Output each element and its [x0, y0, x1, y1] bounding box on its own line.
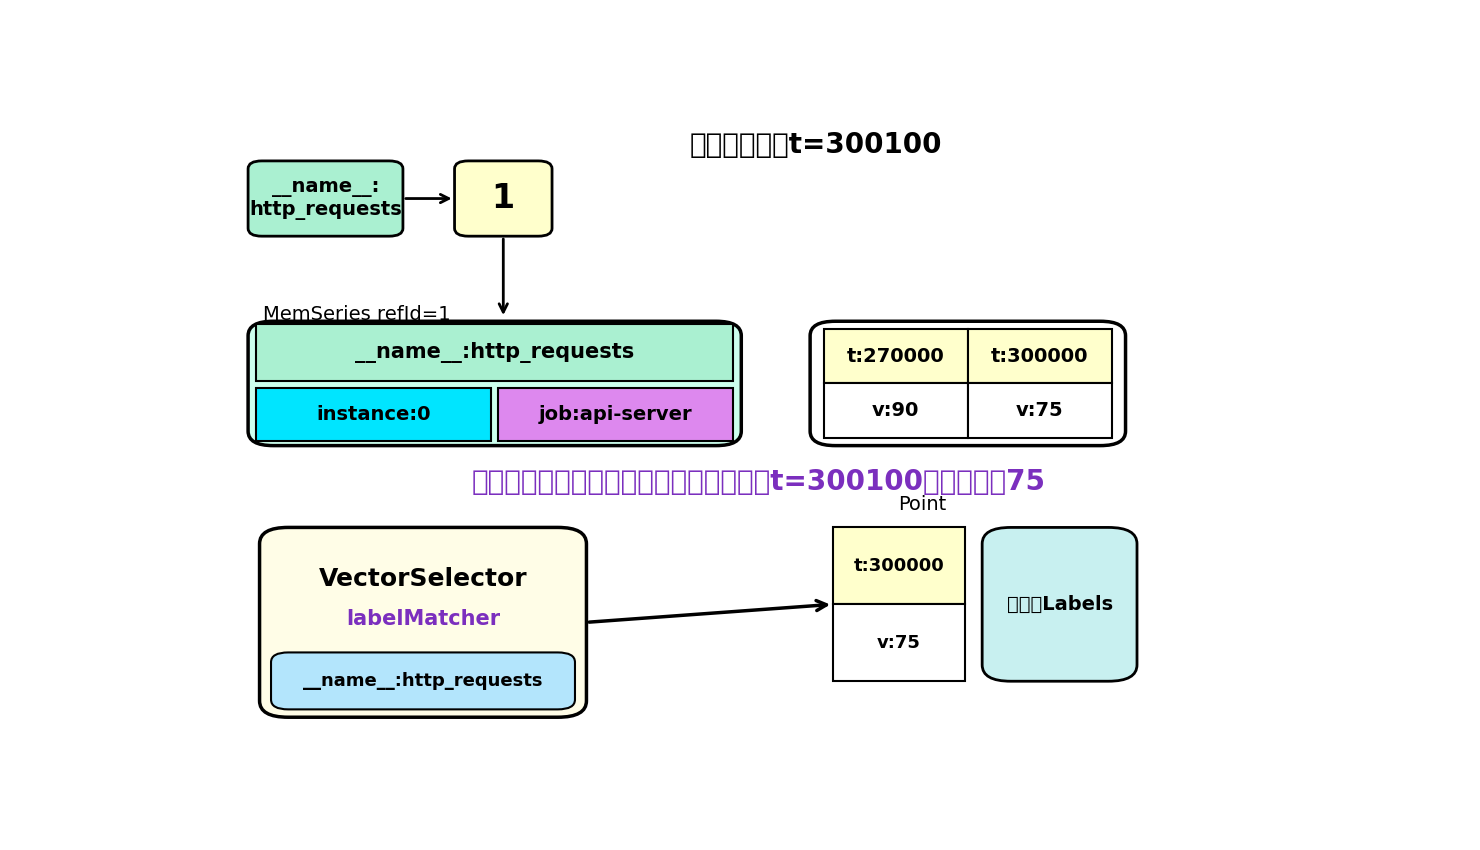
FancyBboxPatch shape: [499, 388, 733, 441]
FancyBboxPatch shape: [271, 653, 574, 710]
Text: Point: Point: [898, 495, 946, 514]
FancyBboxPatch shape: [256, 324, 733, 381]
FancyBboxPatch shape: [249, 161, 403, 236]
Text: 对应的Labels: 对应的Labels: [1006, 595, 1113, 614]
FancyBboxPatch shape: [249, 321, 741, 445]
Text: MemSeries refId=1: MemSeries refId=1: [263, 305, 450, 324]
Text: __name__:http_requests: __name__:http_requests: [303, 672, 543, 690]
FancyBboxPatch shape: [824, 329, 968, 383]
Text: t:300000: t:300000: [854, 557, 944, 575]
FancyBboxPatch shape: [259, 527, 586, 717]
Text: v:75: v:75: [1015, 401, 1064, 420]
Text: __name__:
http_requests: __name__: http_requests: [249, 178, 403, 219]
FancyBboxPatch shape: [983, 527, 1137, 681]
FancyBboxPatch shape: [833, 604, 965, 681]
FancyBboxPatch shape: [833, 527, 965, 604]
FancyBboxPatch shape: [256, 388, 491, 441]
FancyBboxPatch shape: [810, 321, 1126, 445]
Text: job:api-server: job:api-server: [539, 405, 693, 424]
FancyBboxPatch shape: [968, 329, 1111, 383]
Text: t:270000: t:270000: [847, 347, 944, 366]
Text: instance:0: instance:0: [317, 405, 431, 424]
Text: __name__:http_requests: __name__:http_requests: [355, 342, 635, 363]
Text: 假设当前时间t=300100: 假设当前时间t=300100: [690, 131, 943, 159]
FancyBboxPatch shape: [454, 161, 552, 236]
Text: labelMatcher: labelMatcher: [346, 609, 500, 628]
Text: 1: 1: [491, 182, 515, 215]
FancyBboxPatch shape: [824, 383, 968, 438]
Text: t:300000: t:300000: [992, 347, 1089, 366]
Text: v:90: v:90: [872, 401, 919, 420]
Text: VectorSelector: VectorSelector: [318, 567, 527, 591]
Text: v:75: v:75: [878, 634, 921, 652]
FancyBboxPatch shape: [968, 383, 1111, 438]
Text: 通过倒排索引寻址，并拿出距离当前时间t=300100最近的数据75: 通过倒排索引寻址，并拿出距离当前时间t=300100最近的数据75: [472, 468, 1045, 496]
